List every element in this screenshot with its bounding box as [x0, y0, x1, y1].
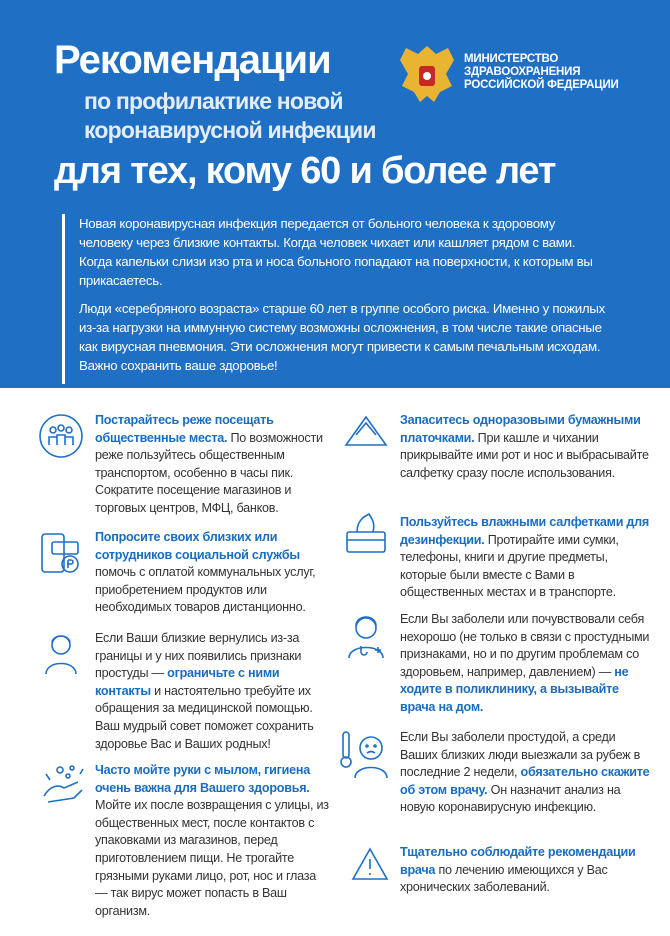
ministry-line: РОССИЙСКОЙ ФЕДЕРАЦИИ [464, 79, 619, 91]
text: и настоятельно требуйте их обращения за … [95, 683, 314, 751]
recommendation: Постарайтесь реже посещать общественные … [95, 412, 330, 518]
subtitle-line: коронавирусной инфекции [84, 117, 377, 143]
subtitle-line: по профилактике новой [84, 88, 344, 114]
icon-handwash [43, 765, 84, 803]
recommendation: Часто мойте руки с мылом, гигиена очень … [95, 762, 330, 920]
emphasis: Часто мойте руки с мылом, гигиена очень … [95, 763, 310, 795]
text: При кашле и чихании прикрывайте ими рот … [400, 430, 649, 480]
ministry: МИНИСТЕРСТВО ЗДРАВООХРАНЕНИЯ РОССИЙСКОЙ … [464, 53, 619, 92]
text: Если Ваши близкие вернулись из-за границ… [95, 631, 302, 681]
icon-warning [351, 847, 389, 880]
text: Если Вы заболели простудой, а среди Ваши… [400, 730, 641, 780]
emphasis: не ходите в поликлинику, а вызывайте вра… [400, 664, 629, 714]
text: Мойте их после возвращения с улицы, из о… [95, 798, 329, 918]
emphasis: Пользуйтесь влажными салфетками для дези… [400, 515, 650, 547]
emphasis: ограничьте с ними контакты [95, 666, 280, 698]
icon-crowd [39, 414, 83, 458]
emphasis: обязательно скажите об этом врачу. [400, 765, 650, 797]
text: помочь с оплатой коммунальных услуг, при… [95, 565, 316, 615]
icon-person [45, 635, 77, 675]
text: Если Вы заболели или почувствовали себя … [400, 612, 650, 679]
headline: для тех, кому 60 и более лет [54, 150, 556, 192]
ministry-line: МИНИСТЕРСТВО [464, 53, 559, 65]
emblem [400, 46, 454, 102]
emphasis: Тщательно соблюдайте рекомендации врача [400, 845, 636, 877]
icon-doctor [348, 616, 384, 659]
recommendation: Если Вы заболели или почувствовали себя … [400, 611, 650, 717]
text: По возможности реже пользуйтесь обществе… [95, 430, 323, 515]
emphasis: Постарайтесь реже посещать общественные … [95, 413, 274, 445]
emphasis: Попросите своих близких или сотрудников … [95, 530, 300, 562]
emphasis: Запаситесь одноразовыми бумажными платоч… [400, 413, 641, 445]
recommendation: Если Вы заболели простудой, а среди Ваши… [400, 729, 650, 817]
icon-fever [340, 731, 388, 779]
icon-phone-payment [41, 533, 79, 573]
recommendation: Запаситесь одноразовыми бумажными платоч… [400, 412, 650, 482]
recommendation: Попросите своих близких или сотрудников … [95, 529, 330, 617]
header: Рекомендации по профилактике новой корон… [0, 0, 670, 388]
intro-paragraph: Новая коронавирусная инфекция передается… [79, 216, 593, 288]
intro-paragraph: Люди «серебряного возраста» старше 60 ле… [79, 301, 606, 373]
recommendation: Тщательно соблюдайте рекомендации врача … [400, 844, 650, 897]
icon-wipes [346, 512, 386, 553]
title: Рекомендации [54, 38, 332, 82]
text: по лечению имеющихся у Вас хронических з… [400, 862, 608, 895]
text: Протирайте ими сумки, телефоны, книги и … [400, 532, 619, 600]
icon-tissue [344, 415, 388, 446]
recommendation: Пользуйтесь влажными салфетками для дези… [400, 514, 650, 602]
text: Он назначит анализ на новую коронавирусн… [400, 782, 621, 815]
intro: Новая коронавирусная инфекция передается… [62, 214, 609, 384]
recommendation: Если Ваши близкие вернулись из-за границ… [95, 630, 330, 753]
ministry-line: ЗДРАВООХРАНЕНИЯ [464, 66, 581, 78]
